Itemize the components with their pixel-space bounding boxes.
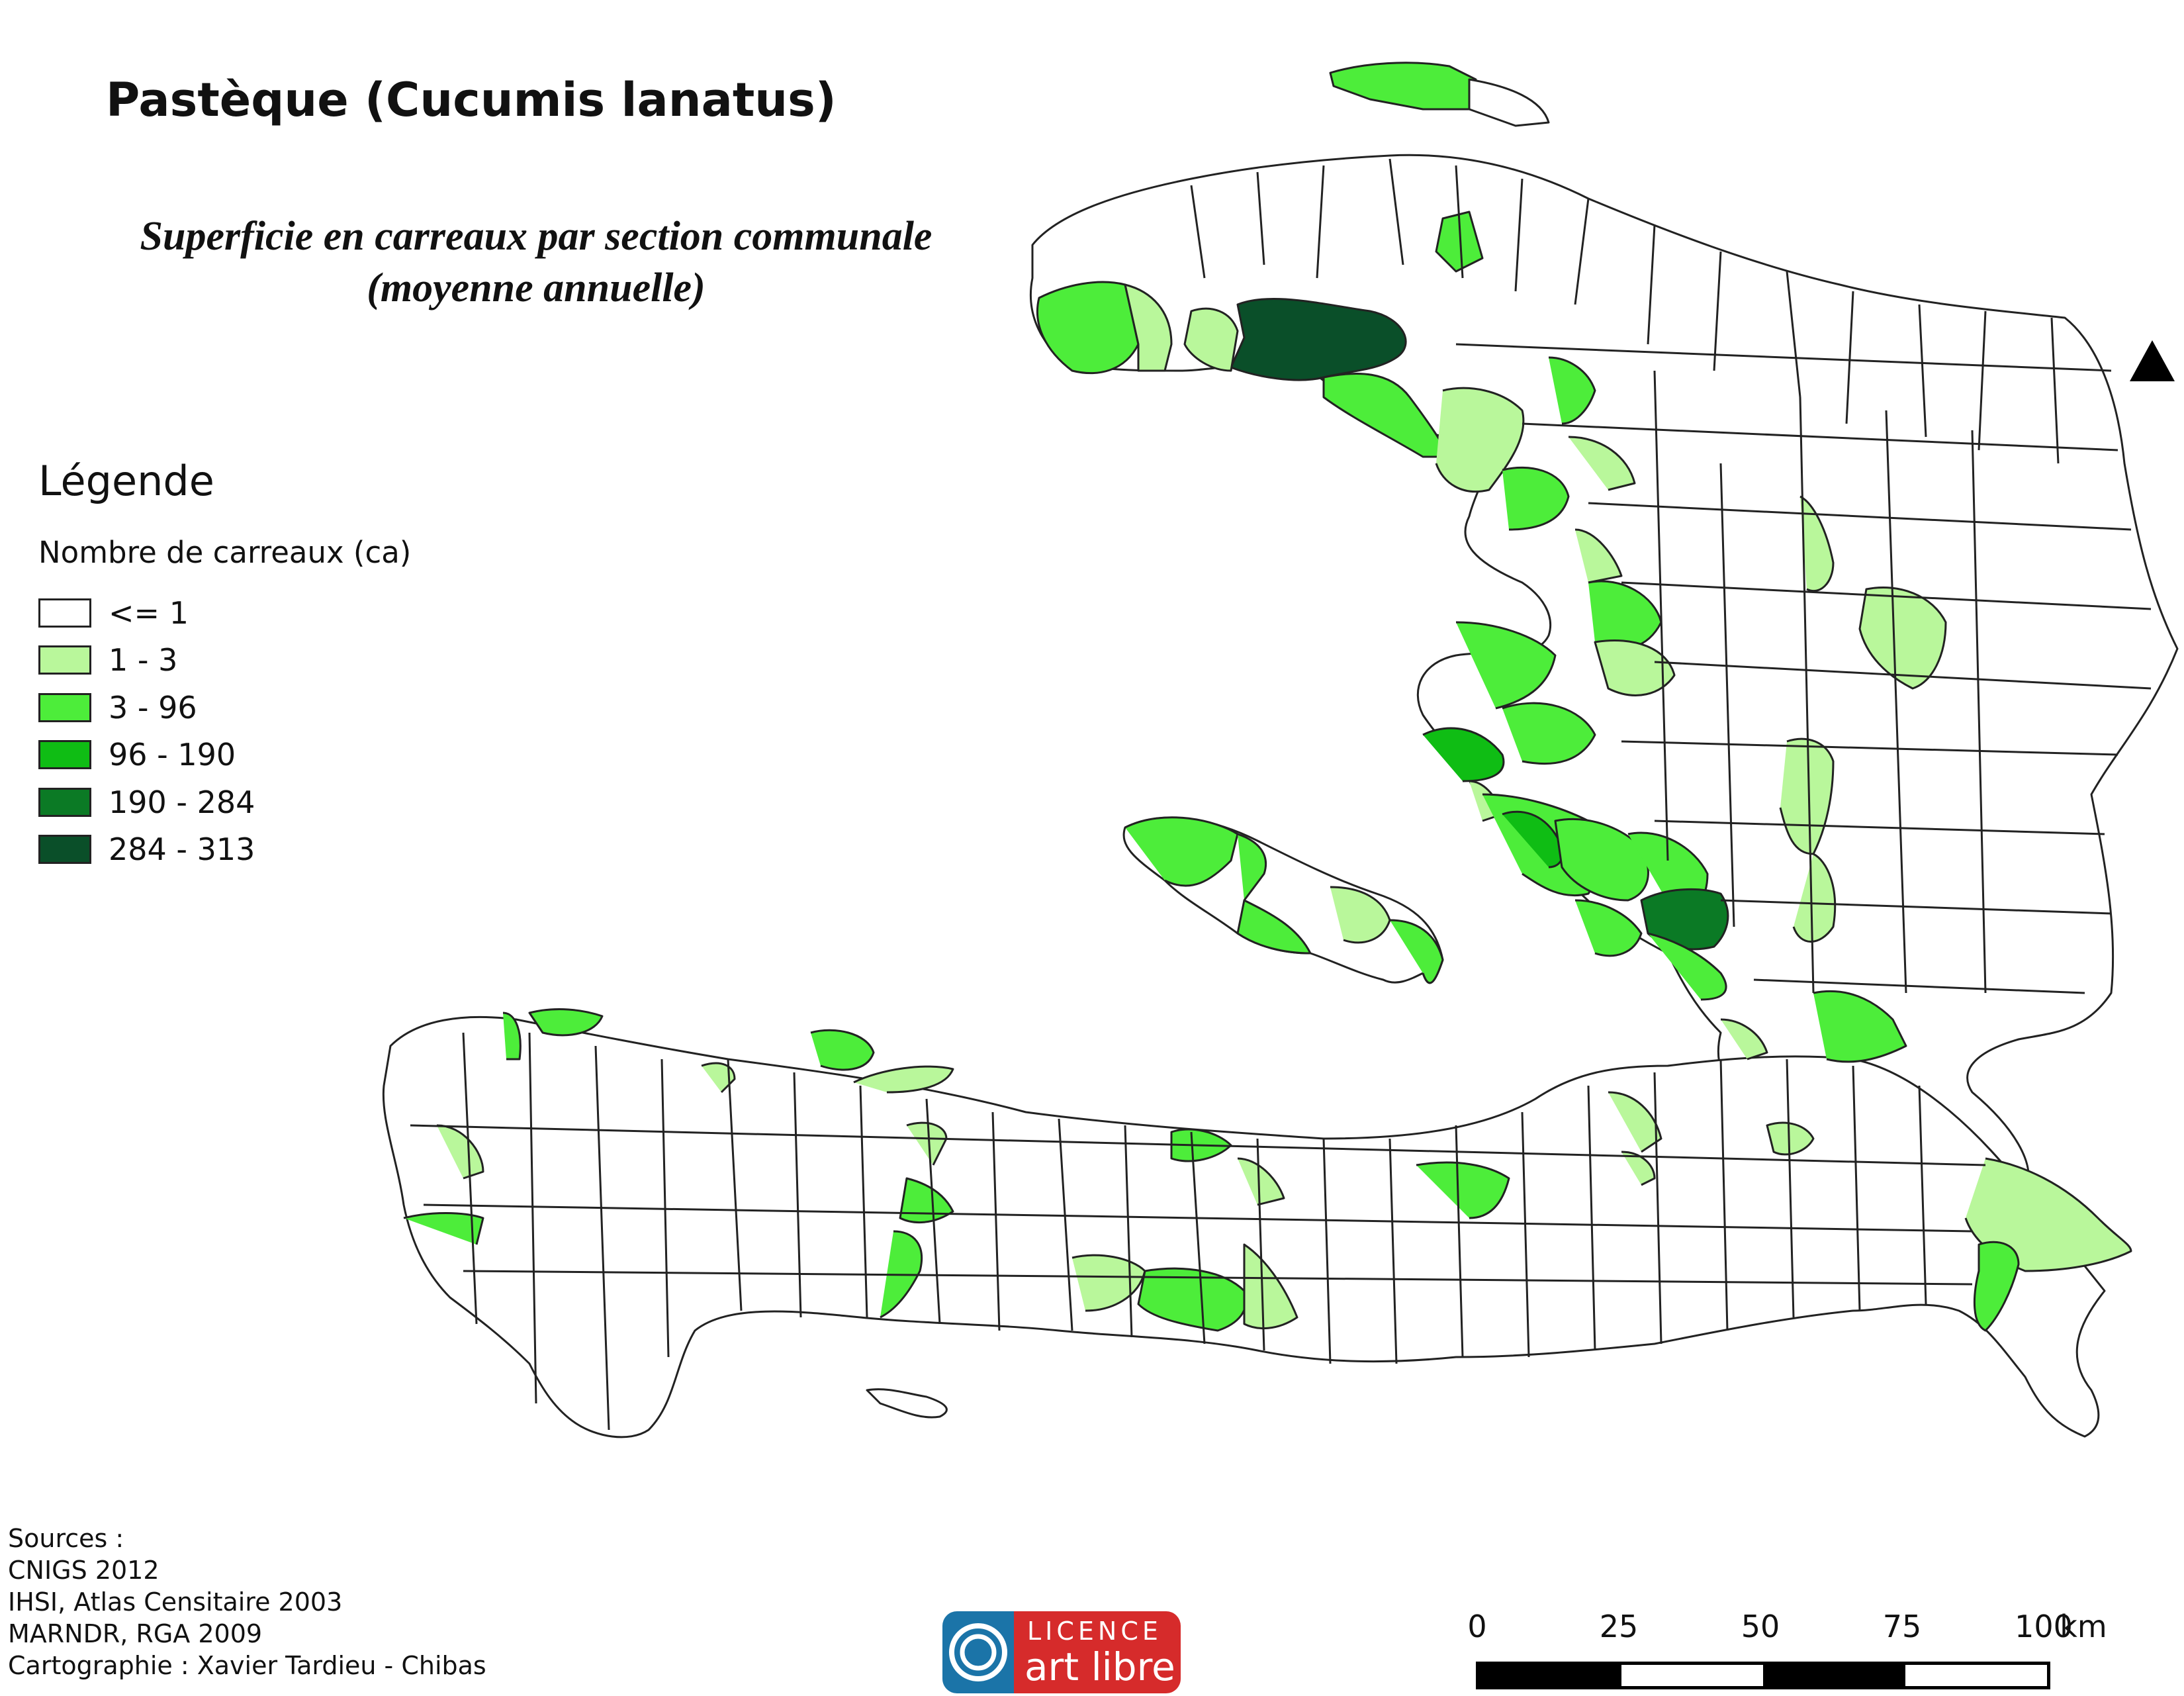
legend-swatch [38,645,91,675]
map-region [1502,466,1570,531]
legend-item: 1 - 3 [38,637,255,684]
legend-subheading: Nombre de carreaux (ca) [38,535,412,570]
map-region [1574,528,1623,584]
legend-item: 3 - 96 [38,684,255,731]
map-region [1329,62,1477,111]
source-line: MARNDR, RGA 2009 [8,1619,263,1648]
map-region [1183,307,1239,372]
map-region [1422,727,1505,782]
subtitle-line-2: (moyenne annuelle) [367,265,705,310]
legend-swatch [38,740,91,770]
map-region [1468,78,1550,127]
spiral-icon [949,1623,1007,1681]
map-region [1799,495,1835,592]
licence-art-libre-logo: LICENCE art libre [942,1611,1181,1693]
logo-red-panel [1006,1611,1181,1693]
source-line: IHSI, Atlas Censitaire 2003 [8,1587,343,1617]
legend-label: 190 - 284 [109,784,255,820]
source-line: Cartographie : Xavier Tardieu - Chibas [8,1651,486,1680]
map-region [853,1065,954,1094]
scale-segment [1479,1665,1621,1686]
map-region [1330,886,1391,944]
legend-item: 284 - 313 [38,826,255,874]
scale-label: 50 [1741,1609,1780,1644]
scale-segment [1905,1665,2047,1686]
scale-segment [1763,1665,1905,1686]
map-region [1502,702,1596,765]
map-region [810,1029,875,1071]
source-line: CNIGS 2012 [8,1556,159,1585]
map-region [1435,211,1484,273]
logo-blue-panel [942,1611,1014,1693]
legend-swatch [38,598,91,628]
legend-label: 3 - 96 [109,689,197,726]
scale-bar-segments [1476,1662,2050,1689]
map-region [1137,1267,1248,1332]
scale-bar: 0 25 50 75 100 km [1467,1609,2107,1689]
legend-swatch [38,787,91,817]
section-boundaries [410,158,2152,1431]
map-region [403,1212,484,1245]
map-region [382,1015,2106,1438]
map-region [1124,283,1173,372]
legend-item: <= 1 [38,589,255,637]
map-region [528,1008,604,1037]
map-region [1813,990,1907,1063]
sources-heading: Sources : [8,1524,124,1553]
sources-block: Sources : CNIGS 2012 IHSI, Atlas Censita… [8,1523,486,1681]
north-arrow-icon [2130,340,2175,381]
map-region [701,1062,736,1094]
legend-item: 190 - 284 [38,778,255,826]
map-region [1858,586,1947,690]
subtitle-line-1: Superficie en carreaux par section commu… [140,214,933,259]
legend-swatch [38,835,91,865]
map-region [1237,1157,1285,1206]
map-region [1455,621,1557,710]
map-region [1237,833,1267,901]
scale-label: 0 [1467,1609,1487,1644]
map-subtitle: Superficie en carreaux par section commu… [99,211,973,314]
map-region [1036,281,1140,375]
map-region [1568,436,1636,491]
scale-label: 100 [2015,1609,2073,1644]
legend-label: 1 - 3 [109,642,178,679]
logo-text-licence: LICENCE [1027,1617,1162,1646]
legend-heading: Légende [38,457,214,505]
scale-label: 75 [1882,1609,1922,1644]
map-region [1389,919,1444,984]
map-region [1792,853,1837,943]
map-region [502,1012,522,1060]
scale-label: 25 [1599,1609,1639,1644]
map-region [1720,1018,1768,1060]
scale-unit: km [2060,1609,2107,1644]
map-title: Pastèque (Cucumis lanatus) [106,73,837,127]
legend-item: 96 - 190 [38,731,255,779]
legend-label: 284 - 313 [109,831,255,868]
map-region [1435,387,1525,493]
legend-label: 96 - 190 [109,737,236,773]
map-region [1554,818,1649,902]
legend: <= 1 1 - 3 3 - 96 96 - 190 190 - 284 284… [38,589,255,873]
map-region [1230,297,1407,381]
map-region [1416,1161,1510,1219]
map-region [1766,1121,1815,1156]
scale-segment [1621,1665,1763,1686]
map-region [1502,810,1564,869]
map-region [1974,1241,2020,1332]
legend-label: <= 1 [109,594,189,631]
map-region [1647,932,1727,1001]
map-region [1548,356,1596,425]
map-region [1124,816,1239,887]
legend-swatch [38,692,91,722]
map-region [899,1177,954,1224]
logo-text-art-libre: art libre [1024,1644,1175,1689]
map-region [1574,899,1643,957]
map-region [1594,639,1676,696]
map-region [1236,899,1312,955]
map-region [1608,1091,1662,1153]
map-region [1621,1151,1656,1186]
map-region [866,1388,948,1419]
